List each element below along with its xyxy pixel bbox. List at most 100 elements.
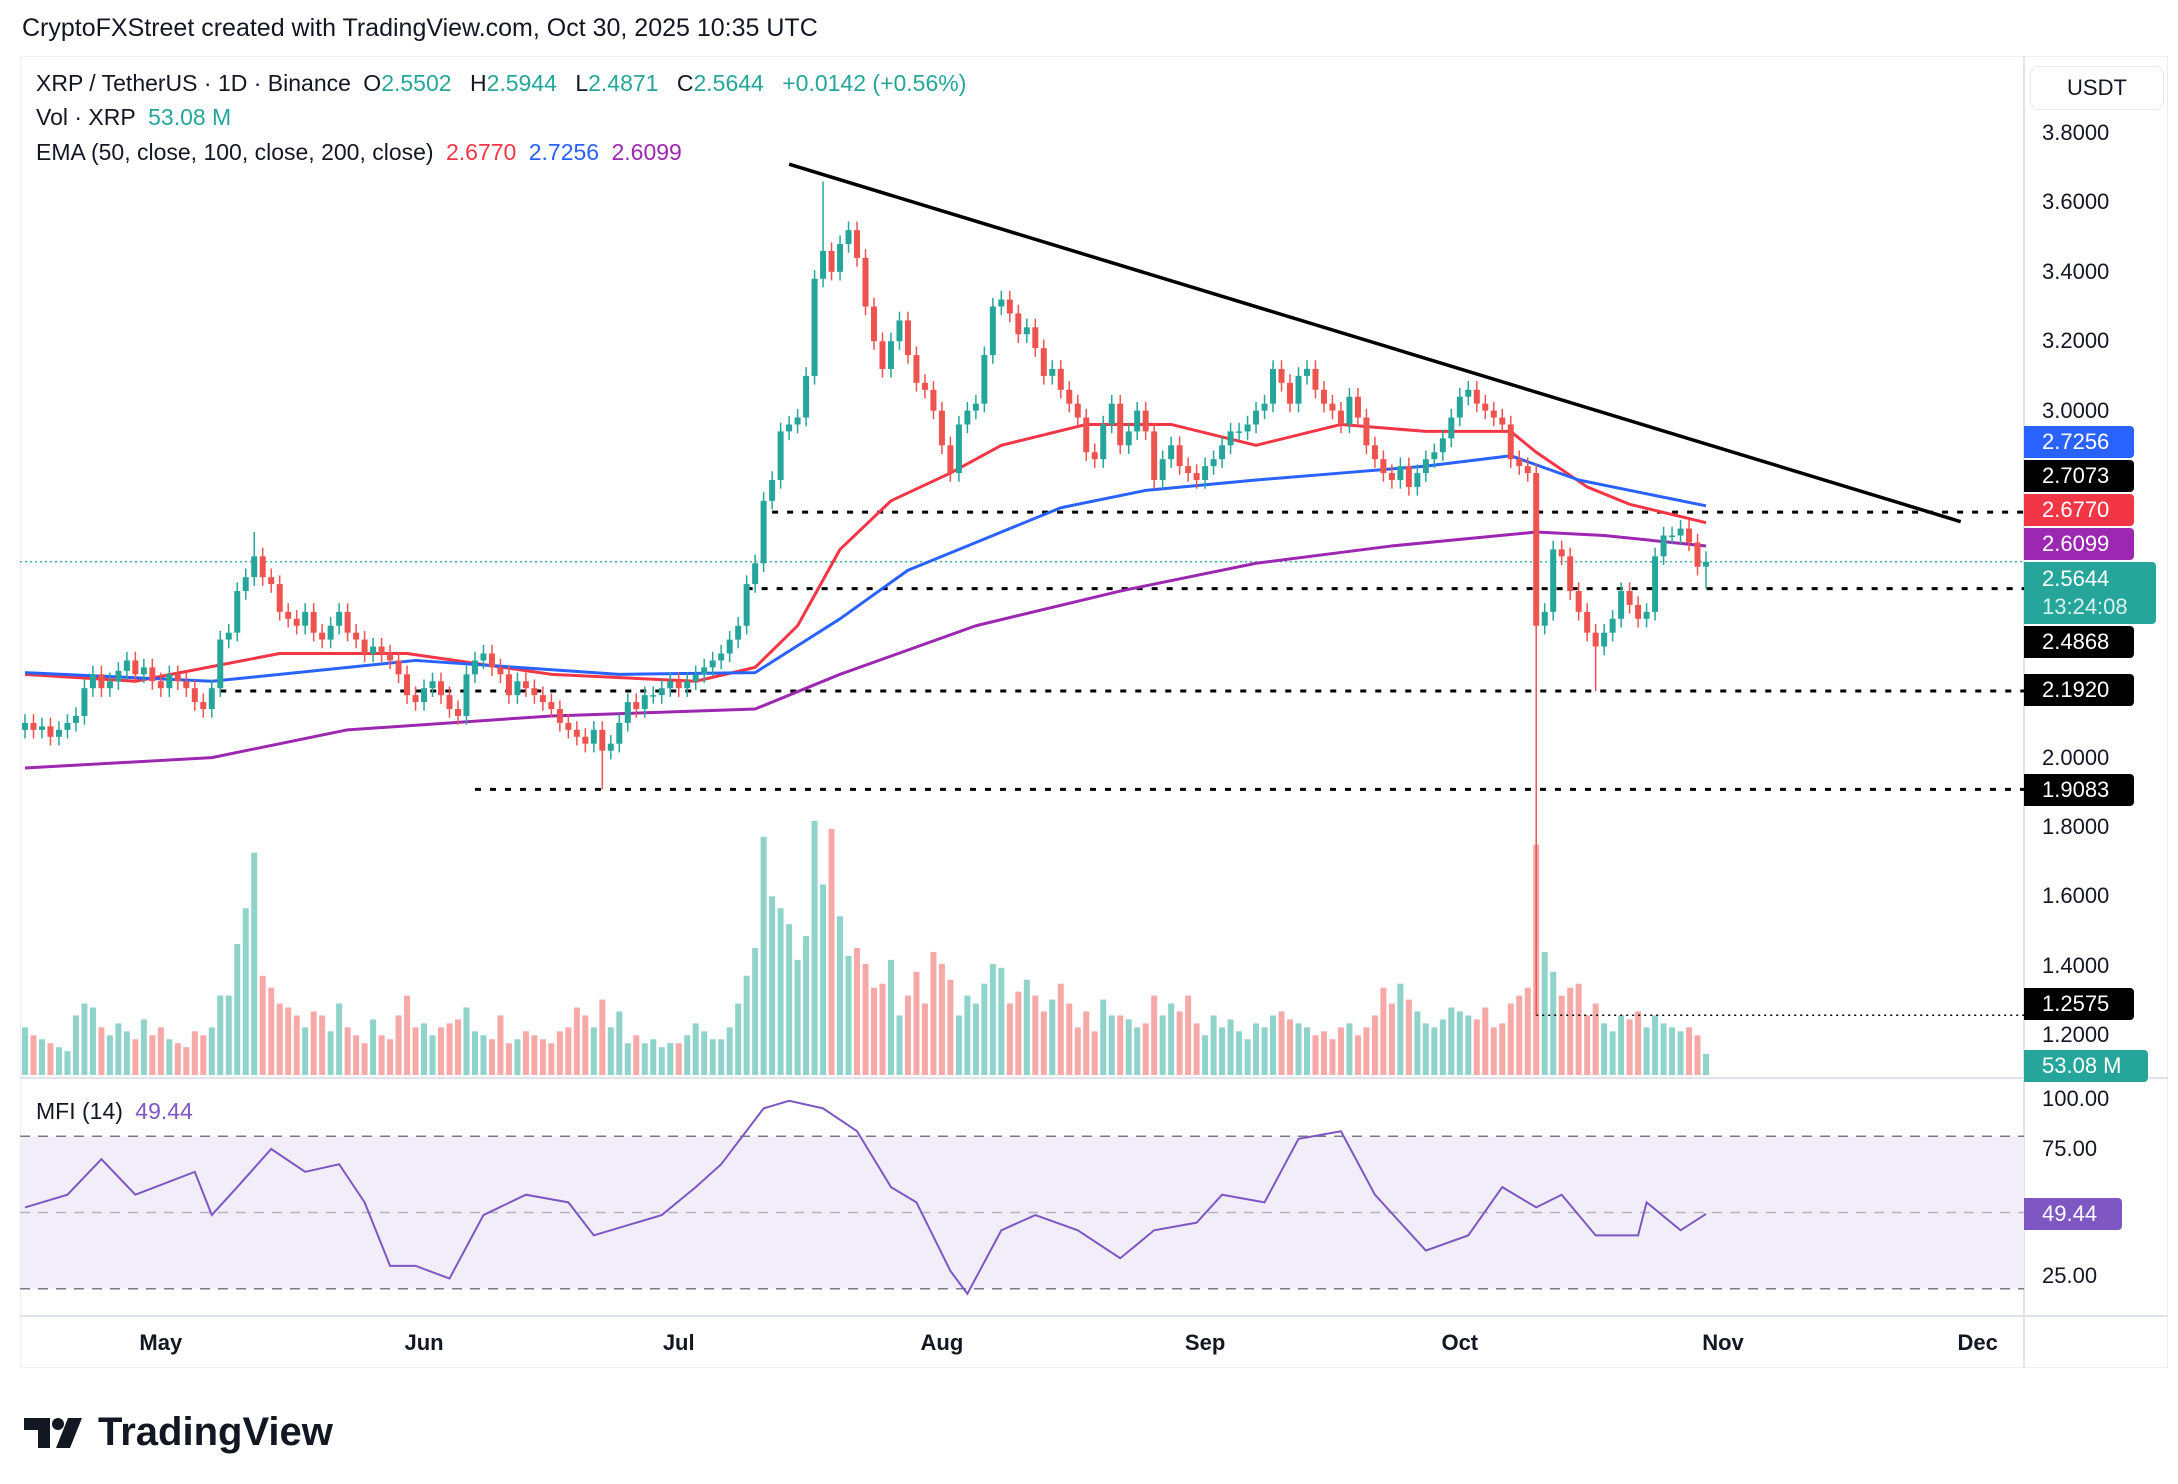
volume-bar: [1117, 1015, 1124, 1075]
candle-body: [174, 674, 181, 682]
volume-bar: [752, 947, 759, 1075]
candle-body: [429, 681, 436, 689]
axis-price-label: 2.6099: [2024, 528, 2134, 560]
mfi-tick: 25.00: [2042, 1263, 2098, 1288]
volume-bar: [811, 820, 818, 1075]
volume-bar: [217, 995, 224, 1075]
candle-body: [709, 660, 716, 668]
symbol-name[interactable]: XRP / TetherUS · 1D · Binance: [36, 70, 351, 96]
candle-body: [607, 743, 614, 751]
volume-bar: [174, 1043, 181, 1075]
volume-bar: [845, 955, 852, 1075]
volume-bar: [1227, 1019, 1234, 1075]
candle-body: [913, 355, 920, 383]
candle-body: [1244, 424, 1251, 432]
candle-body: [590, 729, 597, 744]
candle-countdown: 13:24:08: [2042, 594, 2128, 619]
candle-body: [692, 674, 699, 682]
volume-label[interactable]: Vol · XRP: [36, 104, 136, 130]
candle-body: [30, 722, 37, 730]
mfi-label[interactable]: MFI (14): [36, 1098, 123, 1124]
candle-body: [166, 674, 173, 689]
candle-body: [972, 403, 979, 411]
candle-body: [947, 445, 954, 474]
candle-body: [1134, 410, 1141, 432]
volume-bar: [463, 1007, 470, 1075]
mfi-line: [24, 1099, 1707, 1296]
volume-bar: [1219, 1027, 1226, 1075]
volume-bar: [1151, 995, 1158, 1075]
volume-bar: [1134, 1027, 1141, 1075]
open-value: 2.5502: [381, 70, 452, 96]
volume-bar: [55, 1047, 62, 1075]
candle-body: [454, 709, 461, 716]
volume-bar: [641, 1043, 648, 1075]
volume-bar: [1609, 1031, 1616, 1075]
candle-body: [1405, 466, 1412, 487]
candle-body: [1219, 445, 1226, 460]
candle-body: [404, 674, 411, 696]
volume-value: 53.08 M: [148, 104, 232, 130]
candle-body: [1533, 473, 1540, 626]
candle-body: [1456, 396, 1463, 418]
candle-body: [1524, 466, 1531, 474]
volume-bar: [1558, 995, 1565, 1075]
volume-bar: [1371, 1015, 1378, 1075]
volume-bar: [251, 852, 258, 1075]
candle-body: [769, 480, 776, 501]
volume-bar: [72, 1015, 79, 1075]
volume-bar: [1253, 1023, 1260, 1075]
candle-body: [1439, 438, 1446, 453]
mfi-band: [20, 1136, 2024, 1289]
candle-body: [1287, 382, 1294, 404]
volume-bar: [684, 1035, 691, 1075]
price-tick: 1.8000: [2042, 814, 2110, 839]
volume-bar: [1287, 1019, 1294, 1075]
candle-body: [701, 667, 708, 675]
candle-body: [955, 424, 962, 474]
candle-body: [106, 681, 113, 689]
candle-body: [862, 257, 869, 307]
time-tick: Oct: [1441, 1330, 1479, 1355]
volume-bar: [1601, 1023, 1608, 1075]
currency-button[interactable]: USDT: [2030, 66, 2164, 110]
candle-body: [47, 726, 54, 737]
candle-body: [1567, 556, 1574, 592]
candle-body: [1168, 445, 1175, 460]
candle-body: [22, 722, 28, 730]
candle-body: [1482, 403, 1489, 411]
volume-bar: [1652, 1015, 1659, 1075]
axis-label-value: 2.5644: [2042, 566, 2110, 591]
candle-body: [251, 556, 258, 578]
candle-body: [616, 722, 623, 744]
candle-body: [1660, 535, 1667, 557]
axis-price-label: 2.1920: [2024, 674, 2134, 706]
volume-bar: [30, 1035, 37, 1075]
candle-body: [1422, 459, 1429, 474]
candle-body: [463, 674, 470, 716]
volume-bar: [1550, 971, 1557, 1075]
ema-legend: EMA (50, close, 100, close, 200, close) …: [36, 139, 688, 166]
candle-body: [1032, 327, 1039, 349]
price-tick: 1.4000: [2042, 952, 2110, 978]
axis-price-label: 53.08 M: [2024, 1050, 2148, 1082]
volume-bar: [1346, 1023, 1353, 1075]
volume-bar: [166, 1039, 173, 1075]
candle-body: [336, 611, 343, 626]
volume-bar: [395, 1015, 402, 1075]
candle-body: [353, 632, 360, 640]
volume-bar: [157, 1027, 164, 1075]
volume-bar: [989, 963, 996, 1075]
volume-bar: [123, 1031, 130, 1075]
volume-bar: [650, 1039, 657, 1075]
axis-label-value: 2.7256: [2042, 429, 2110, 454]
volume-bar: [64, 1051, 71, 1075]
tradingview-logo[interactable]: TradingView: [24, 1410, 333, 1455]
volume-bar: [854, 947, 861, 1075]
candle-body: [1397, 466, 1404, 480]
chart-panel[interactable]: [20, 56, 2168, 1368]
ema-label[interactable]: EMA (50, close, 100, close, 200, close): [36, 139, 434, 165]
mfi-legend: MFI (14) 49.44: [36, 1098, 199, 1125]
candle-body: [981, 355, 988, 404]
